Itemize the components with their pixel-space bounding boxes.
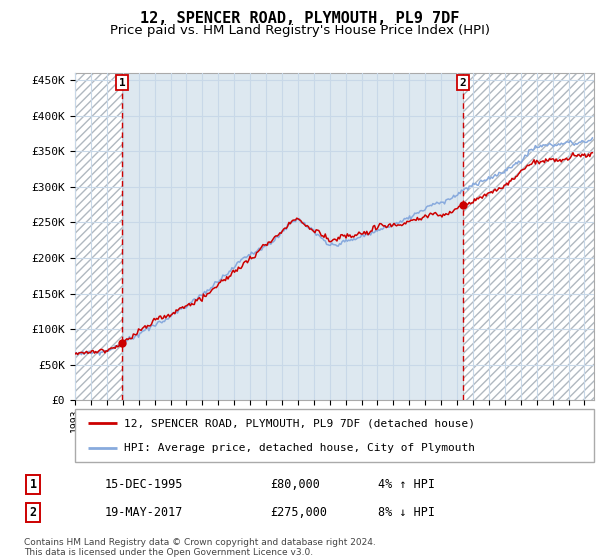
Text: 8% ↓ HPI: 8% ↓ HPI xyxy=(378,506,435,519)
Text: 2: 2 xyxy=(460,78,467,88)
Text: 12, SPENCER ROAD, PLYMOUTH, PL9 7DF (detached house): 12, SPENCER ROAD, PLYMOUTH, PL9 7DF (det… xyxy=(124,418,475,428)
Text: 4% ↑ HPI: 4% ↑ HPI xyxy=(378,478,435,491)
Text: 1: 1 xyxy=(29,478,37,491)
Text: 2: 2 xyxy=(29,506,37,519)
Text: 15-DEC-1995: 15-DEC-1995 xyxy=(105,478,184,491)
FancyBboxPatch shape xyxy=(75,409,594,462)
Text: 1: 1 xyxy=(119,78,125,88)
Text: £80,000: £80,000 xyxy=(270,478,320,491)
Text: 12, SPENCER ROAD, PLYMOUTH, PL9 7DF: 12, SPENCER ROAD, PLYMOUTH, PL9 7DF xyxy=(140,11,460,26)
Text: Contains HM Land Registry data © Crown copyright and database right 2024.
This d: Contains HM Land Registry data © Crown c… xyxy=(24,538,376,557)
Bar xyxy=(75,73,122,400)
Text: £275,000: £275,000 xyxy=(270,506,327,519)
Text: 19-MAY-2017: 19-MAY-2017 xyxy=(105,506,184,519)
Bar xyxy=(463,73,594,400)
Text: HPI: Average price, detached house, City of Plymouth: HPI: Average price, detached house, City… xyxy=(124,442,475,452)
Text: Price paid vs. HM Land Registry's House Price Index (HPI): Price paid vs. HM Land Registry's House … xyxy=(110,24,490,36)
